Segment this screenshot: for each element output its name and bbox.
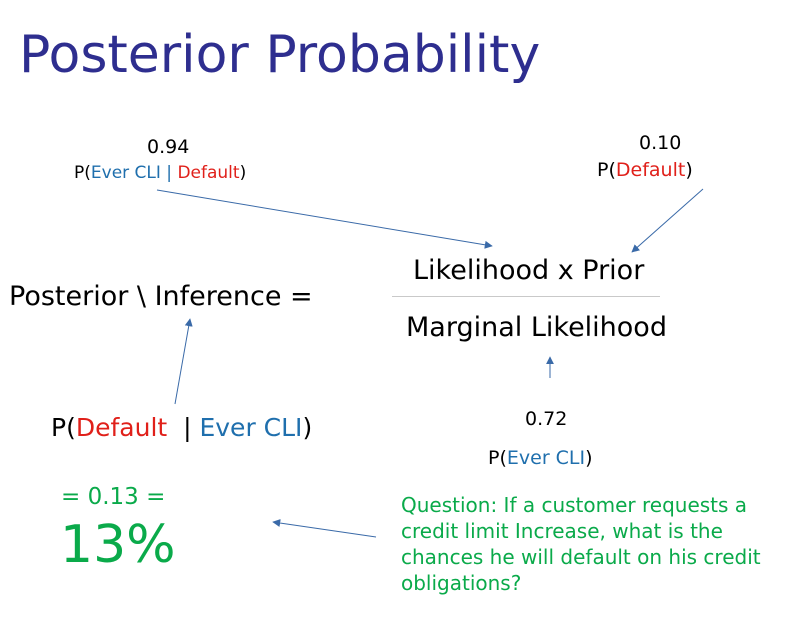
arrow-question-to-result — [272, 519, 377, 538]
likelihood-p-close: ) — [239, 163, 247, 183]
prior-p-open: P( — [597, 159, 616, 181]
equation-lhs: Posterior \ Inference = — [9, 281, 313, 312]
equation-denominator: Marginal Likelihood — [406, 312, 667, 343]
prior-p-close: ) — [685, 159, 693, 181]
likelihood-value: 0.94 — [147, 136, 190, 158]
arrow-prior-to-numerator — [631, 188, 704, 253]
arrow-posterior-to-lhs — [174, 318, 193, 405]
posterior-p-open: P( — [51, 413, 76, 442]
likelihood-bar: | — [160, 163, 178, 183]
posterior-bar: | — [167, 413, 200, 442]
marginal-p-open: P( — [488, 447, 507, 469]
likelihood-default: Default — [177, 163, 240, 183]
slide-title: Posterior Probability — [19, 25, 541, 85]
likelihood-ever-cli: Ever CLI — [90, 163, 161, 183]
posterior-ever-cli: Ever CLI — [199, 413, 303, 442]
marginal-value: 0.72 — [525, 408, 568, 430]
posterior-p-close: ) — [302, 413, 313, 442]
likelihood-expression: P(Ever CLI | Default) — [74, 163, 246, 183]
posterior-equals: = 0.13 = — [61, 484, 166, 510]
prior-default: Default — [615, 159, 686, 181]
posterior-percent: 13% — [60, 515, 176, 575]
arrow-likelihood-to-numerator — [156, 189, 493, 249]
prior-expression: P(Default) — [597, 159, 693, 181]
posterior-default: Default — [75, 413, 168, 442]
likelihood-p-open: P( — [74, 163, 91, 183]
posterior-expression: P(Default | Ever CLI) — [51, 413, 312, 442]
prior-value: 0.10 — [639, 132, 682, 154]
question-text: Question: If a customer requests a credi… — [401, 493, 761, 595]
equation-numerator: Likelihood x Prior — [413, 255, 645, 286]
marginal-p-close: ) — [585, 447, 593, 469]
marginal-expression: P(Ever CLI) — [488, 447, 593, 469]
marginal-ever-cli: Ever CLI — [506, 447, 586, 469]
fraction-bar — [392, 296, 660, 297]
